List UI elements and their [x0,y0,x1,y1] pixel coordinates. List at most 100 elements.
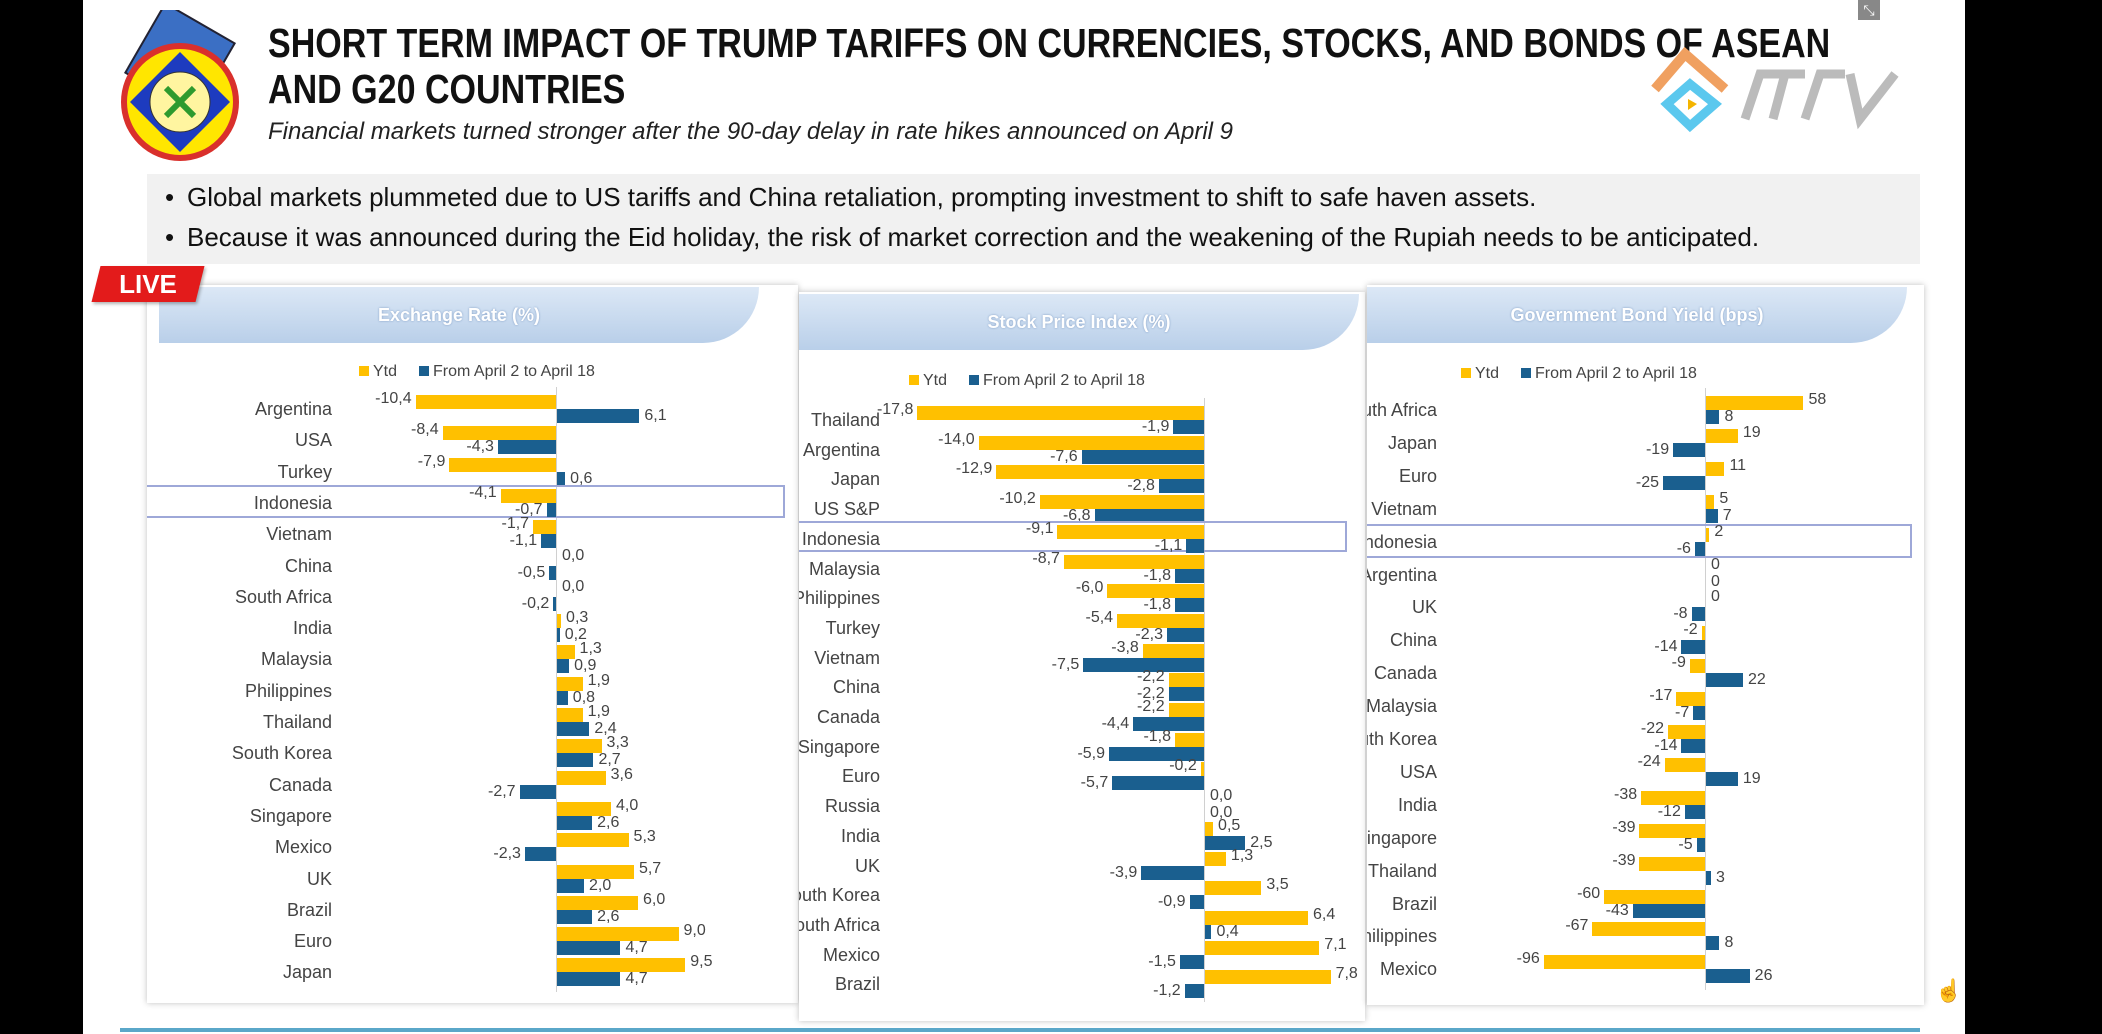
ytd-bar [1543,955,1705,970]
ytd-bar [449,457,556,472]
category-label: China [832,677,880,698]
category-label: Indonesia [801,528,880,549]
ytd-bar [1205,970,1331,985]
ytd-bar [1706,396,1804,410]
value-label: -3,9 [1109,863,1138,881]
category-label: Brazil [1391,893,1437,914]
value-label: 2 [1714,522,1724,540]
period-bar [1706,410,1720,424]
category-label: Singapore [249,805,332,826]
period-bar [1158,479,1204,494]
period-bar [1179,954,1204,969]
ytd-bar [1205,910,1309,925]
category-label: Mexico [822,944,880,965]
value-label: -12 [1657,802,1681,820]
value-label: -5,9 [1077,744,1106,762]
title-line-2: AND G20 COUNTRIES [268,66,626,112]
legend-item: Ytd [909,372,947,389]
ytd-bar [1205,851,1226,866]
period-bar [1694,541,1705,556]
category-label: India [292,618,332,639]
value-label: -24 [1637,752,1661,770]
value-label: 0,2 [564,626,587,644]
chart-legend: Ytd From April 2 to April 18 [909,372,1167,390]
value-label: 2,6 [597,813,620,831]
value-label: -7,6 [1050,447,1078,465]
value-label: 19 [1742,423,1761,441]
category-label: South Africa [799,914,880,935]
value-label: -7 [1675,704,1690,722]
legend-item: From April 2 to April 18 [969,372,1145,389]
ytd-bar [1175,732,1204,747]
value-label: -2,3 [1135,625,1163,643]
legend-swatch [969,375,980,385]
legend-swatch [1521,368,1532,378]
exit-fullscreen-icon[interactable]: ⤡ [1858,0,1880,20]
panel-title: Exchange Rate (%) [159,287,759,343]
period-bar [1189,895,1204,910]
value-label: 7,1 [1324,935,1347,953]
chart-legend: Ytd From April 2 to April 18 [1461,365,1719,383]
category-label: UK [306,868,332,889]
value-label: -39 [1612,818,1636,836]
value-label: -0,2 [521,594,550,612]
ytd-bar [557,645,575,660]
value-label: -0,2 [1169,757,1197,775]
period-bar [557,941,621,956]
legend-swatch [359,366,369,376]
category-label: Brazil [834,974,880,995]
ytd-bar [1107,584,1204,599]
period-bar [546,502,556,517]
category-label: South Africa [1367,400,1437,420]
category-label: Brazil [286,899,332,920]
ytd-bar [415,395,556,409]
legend-label: Ytd [923,372,948,389]
page-title: SHORT TERM IMPACT OF TRUMP TARIFFS ON CU… [268,20,1830,112]
value-label: -5,7 [1080,774,1109,792]
category-label: Indonesia [253,492,332,513]
ytd-bar [557,895,638,910]
value-label: -17,8 [876,401,914,418]
category-label: Vietnam [1371,498,1437,519]
period-bar [497,440,556,455]
period-bar [557,690,568,705]
legend-label: Ytd [373,363,398,380]
ytd-bar [1205,940,1320,955]
highlight-box [147,484,785,519]
value-label: 0 [1711,555,1720,573]
value-label: -60 [1577,884,1601,902]
panel-title: Stock Price Index (%) [799,294,1359,350]
ytd-bar [557,708,583,722]
value-label: 0 [1711,588,1720,606]
period-bar [1168,687,1204,702]
category-label: Thailand [1367,860,1437,881]
value-label: 3 [1716,868,1725,886]
title-line-1: SHORT TERM IMPACT OF TRUMP TARIFFS ON CU… [268,20,1831,66]
value-label: -5 [1678,835,1693,853]
value-label: -2 [1683,621,1698,639]
value-label: -5,4 [1085,608,1114,626]
panel-title: Government Bond Yield (bps) [1367,287,1907,343]
category-label: UK [1411,597,1437,618]
ytd-bar [1200,762,1204,777]
value-label: -96 [1516,950,1540,968]
ytd-bar [1117,613,1204,628]
value-label: 7 [1722,506,1732,524]
period-bar [549,565,556,580]
period-bar [557,878,584,893]
value-label: -39 [1612,851,1636,869]
ytd-bar [557,739,602,754]
bullet-item: Because it was announced during the Eid … [165,222,1759,253]
category-label: Turkey [277,461,332,482]
value-label: 5 [1719,489,1729,507]
category-label: Thailand [262,712,332,732]
category-label: China [284,555,332,576]
category-label: Philippines [1367,926,1437,947]
value-label: -67 [1565,917,1589,935]
period-bar [1696,837,1705,852]
ytd-bar [1205,821,1214,836]
value-label: -25 [1635,473,1659,491]
ytd-bar [1039,495,1204,510]
value-label: 6,4 [1313,905,1336,923]
ytd-bar [1689,659,1705,674]
